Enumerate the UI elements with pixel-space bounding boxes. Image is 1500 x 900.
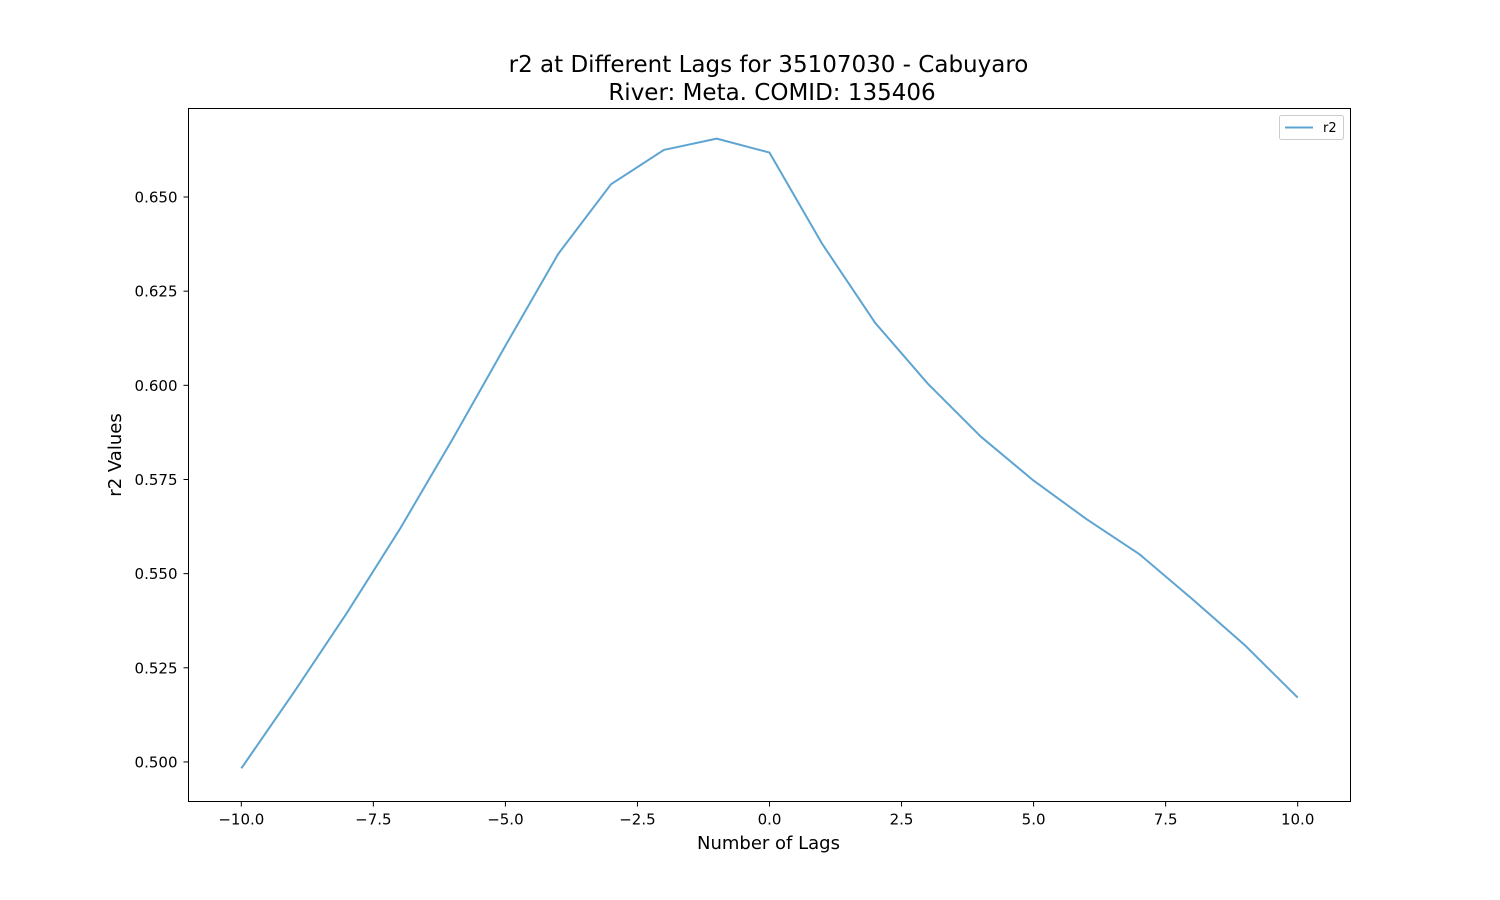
legend-label: r2 (1323, 121, 1337, 136)
x-tick-label: 0.0 (758, 811, 782, 829)
y-tick-label: 0.650 (135, 189, 178, 207)
y-tick-label: 0.625 (135, 283, 178, 301)
legend: r2 (1279, 115, 1344, 140)
y-axis-ticks: 0.500 0.525 0.550 0.575 0.600 0.625 0.650 (135, 189, 189, 771)
x-tick-label: 10.0 (1281, 811, 1314, 829)
chart-title-line1: r2 at Different Lags for 35107030 - Cabu… (509, 52, 1029, 78)
x-tick-label: 7.5 (1154, 811, 1178, 829)
x-axis-ticks: −10.0 −7.5 −5.0 −2.5 0.0 2.5 5.0 7.5 10.0 (218, 801, 1314, 829)
x-tick-label: 5.0 (1022, 811, 1046, 829)
y-tick-label: 0.500 (135, 753, 178, 771)
series-layer (240, 137, 1299, 769)
y-tick-label: 0.600 (135, 377, 178, 395)
chart-title-line2: River: Meta. COMID: 135406 (608, 80, 935, 106)
y-axis-label: r2 Values (105, 413, 126, 496)
y-tick-label: 0.550 (135, 565, 178, 583)
y-tick-label: 0.575 (135, 471, 178, 489)
plot-area (188, 108, 1351, 802)
x-tick-label: −10.0 (218, 811, 264, 829)
x-tick-label: −5.0 (487, 811, 523, 829)
x-axis-label: Number of Lags (697, 833, 840, 854)
x-tick-label: 2.5 (890, 811, 914, 829)
x-tick-label: −2.5 (619, 811, 655, 829)
x-tick-label: −7.5 (355, 811, 391, 829)
y-tick-label: 0.525 (135, 659, 178, 677)
